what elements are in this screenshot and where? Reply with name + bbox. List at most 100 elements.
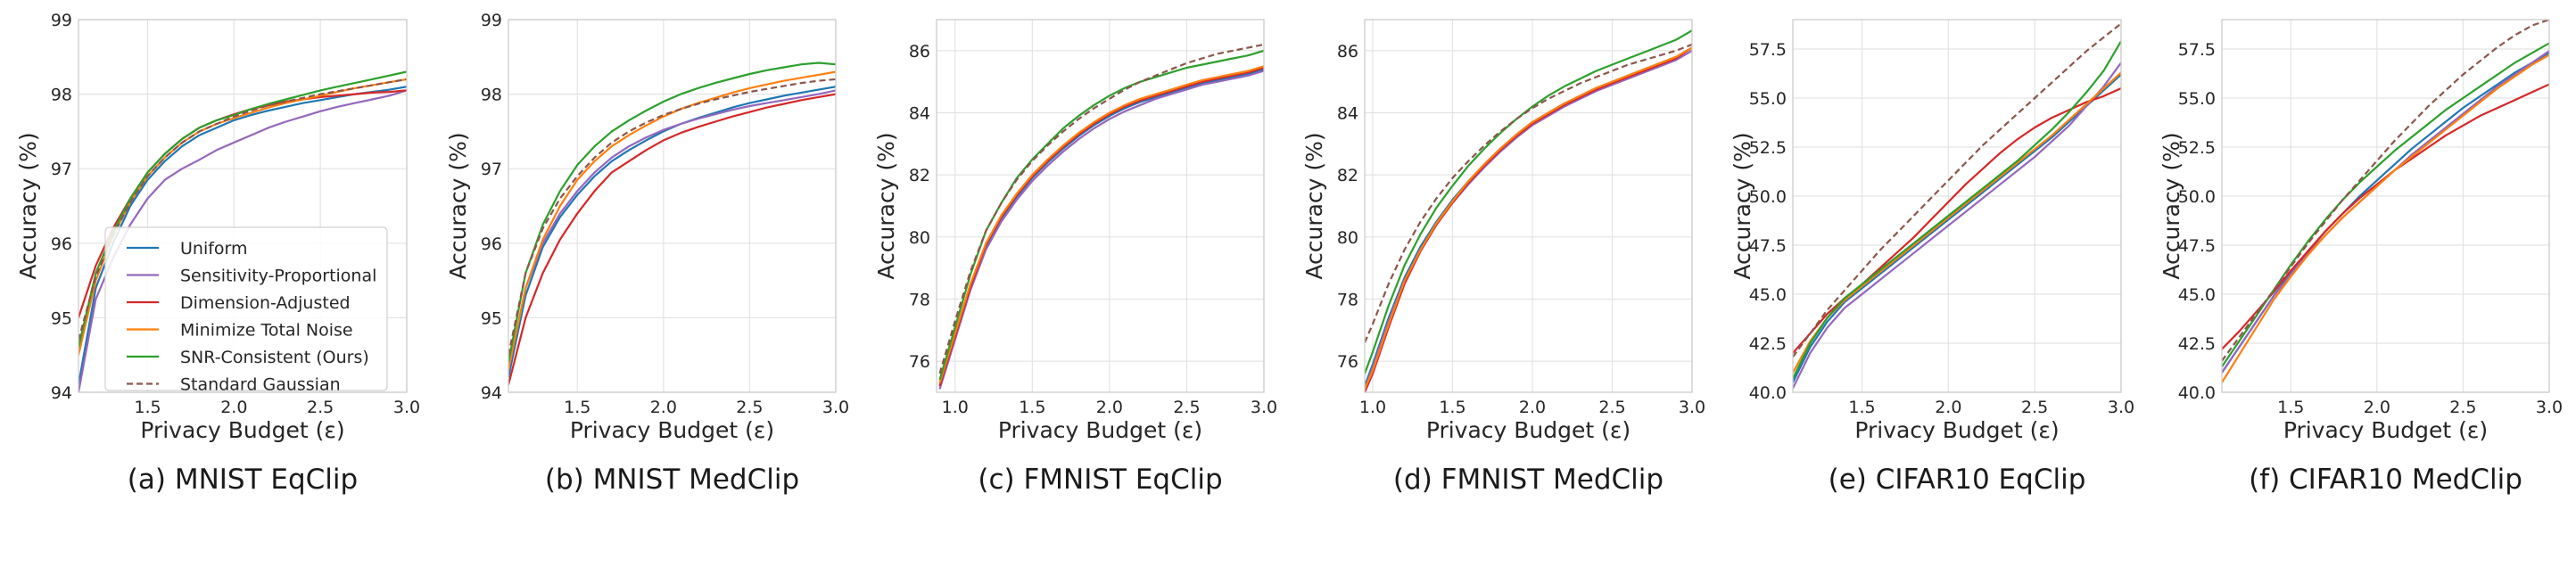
y-axis-label: Accuracy (%) (1301, 132, 1327, 279)
x-tick-label: 2.0 (650, 398, 677, 417)
x-axis-label: Privacy Budget (ε) (1854, 417, 2059, 443)
plot-area (937, 20, 1264, 392)
series-line-sensitivity-proportional (508, 89, 836, 371)
legend-entry: Dimension-Adjusted (180, 293, 351, 313)
series-line-standard-gaussian (1793, 22, 2121, 358)
x-tick-label: 2.5 (1173, 398, 1200, 417)
y-tick-label: 86 (909, 42, 930, 62)
series-line-minimize-total-noise (1793, 71, 2121, 374)
y-tick-label: 97 (51, 160, 72, 179)
y-tick-label: 40.0 (2178, 383, 2216, 403)
y-axis-label: Accuracy (%) (2159, 132, 2184, 279)
x-tick-label: 3.0 (1251, 398, 1277, 417)
x-axis-label: Privacy Budget (ε) (2283, 417, 2488, 443)
y-tick-label: 52.5 (2178, 138, 2216, 158)
chart-panel-3: 76 78 80 82 84 86 1.0 1.5 2.0 2.5 3.0 Privacy Budge… (873, 19, 1277, 496)
series-line-dimension-adjusted (508, 93, 836, 385)
y-tick-label: 76 (909, 352, 930, 372)
series-line-snr-consistent-ours (1793, 40, 2121, 380)
y-tick-label: 95 (481, 308, 502, 328)
y-tick-label: 94 (51, 383, 72, 403)
y-tick-label: 94 (481, 383, 502, 403)
x-tick-label: 2.5 (2021, 398, 2048, 417)
y-tick-label: 42.5 (2178, 334, 2216, 354)
x-tick-label: 3.0 (2536, 398, 2563, 417)
legend-entry: Minimize Total Noise (180, 321, 353, 341)
subfigure-caption: (e) CIFAR10 EqClip (1829, 464, 2086, 496)
y-tick-label: 84 (909, 104, 930, 124)
series-line-standard-gaussian (1365, 43, 1692, 343)
x-tick-label: 1.0 (1359, 398, 1386, 417)
legend-box (104, 226, 388, 391)
x-axis-label: Privacy Budget (ε) (570, 417, 774, 443)
legend-entry: Standard Gaussian (180, 375, 341, 395)
chart-panel-5: 40.0 42.5 45.0 47.5 50.0 52.5 55.0 57.5 1.5 2.0 2.… (1730, 19, 2134, 496)
y-tick-label: 98 (51, 86, 72, 105)
y-tick-label: 47.5 (2178, 236, 2216, 256)
chart-panel-2: 94 95 96 97 98 99 1.5 2.0 2.5 3.0 Privacy Budget (… (445, 11, 849, 496)
plot-frame (936, 19, 1265, 393)
subfigure-caption: (b) MNIST MedClip (545, 464, 799, 496)
series-line-snr-consistent-ours (508, 62, 836, 363)
y-axis-label: Accuracy (%) (873, 132, 899, 279)
x-tick-label: 2.5 (736, 398, 763, 417)
subfigure-caption: (d) FMNIST MedClip (1393, 464, 1664, 496)
plot-frame (508, 19, 837, 393)
x-tick-label: 2.0 (220, 398, 247, 417)
x-tick-label: 1.5 (2277, 398, 2304, 417)
y-tick-label: 99 (481, 11, 502, 30)
chart-panel-6: 40.0 42.5 45.0 47.5 50.0 52.5 55.0 57.5 1.5 2.0 2.… (2159, 19, 2563, 496)
subfigure-caption: (a) MNIST EqClip (128, 464, 358, 496)
y-tick-label: 52.5 (1749, 138, 1787, 158)
legend-entry: Sensitivity-Proportional (180, 267, 376, 286)
plot-frame (78, 19, 408, 393)
y-tick-label: 78 (909, 291, 930, 310)
x-tick-label: 2.0 (2364, 398, 2390, 417)
series-line-sensitivity-proportional (1793, 62, 2121, 390)
series-line-snr-consistent-ours (78, 70, 407, 349)
series-line-dimension-adjusted (1365, 46, 1692, 392)
y-tick-label: 57.5 (2178, 40, 2216, 60)
plot-frame (1364, 19, 1693, 393)
y-tick-label: 78 (1337, 291, 1358, 310)
x-tick-label: 1.5 (1439, 398, 1466, 417)
x-tick-label: 2.5 (2449, 398, 2476, 417)
series-line-standard-gaussian (78, 78, 407, 341)
y-tick-label: 96 (481, 234, 502, 254)
legend-entry: Uniform (180, 239, 248, 259)
y-tick-label: 84 (1337, 104, 1358, 124)
x-axis-label: Privacy Budget (ε) (1426, 417, 1631, 443)
x-tick-label: 2.5 (1598, 398, 1625, 417)
y-tick-label: 95 (51, 308, 72, 328)
subfigure-caption: (f) CIFAR10 MedClip (2249, 464, 2522, 496)
x-tick-label: 3.0 (2108, 398, 2134, 417)
x-tick-label: 1.5 (1019, 398, 1045, 417)
y-tick-label: 42.5 (1749, 334, 1787, 354)
series-line-standard-gaussian (2222, 20, 2549, 362)
x-tick-label: 1.5 (1848, 398, 1875, 417)
series-line-standard-gaussian (938, 43, 1264, 374)
series-line-minimize-total-noise (938, 65, 1264, 383)
plot-area (1365, 20, 1692, 392)
chart-panel-4: 76 78 80 82 84 86 1.0 1.5 2.0 2.5 3.0 Privacy Budge… (1301, 19, 1705, 496)
series-line-sensitivity-proportional (78, 89, 407, 392)
legend: Uniform Sensitivity-Proportional Dimension… (104, 226, 388, 395)
legend-entry: SNR-Consistent (Ours) (180, 348, 369, 367)
y-tick-label: 45.0 (2178, 285, 2216, 305)
x-tick-label: 2.0 (1096, 398, 1123, 417)
y-tick-label: 55.0 (1749, 89, 1787, 109)
y-tick-label: 96 (51, 234, 72, 254)
x-tick-label: 3.0 (393, 398, 420, 417)
x-tick-label: 1.5 (564, 398, 590, 417)
y-tick-label: 45.0 (1749, 285, 1787, 305)
plot-frame (1792, 19, 2122, 393)
x-tick-label: 2.5 (307, 398, 334, 417)
x-tick-label: 2.0 (1519, 398, 1546, 417)
y-tick-label: 76 (1337, 352, 1358, 372)
y-tick-label: 50.0 (1749, 187, 1787, 207)
y-tick-label: 80 (909, 228, 930, 248)
x-axis-label: Privacy Budget (ε) (140, 417, 344, 443)
y-axis-label: Accuracy (%) (1730, 132, 1755, 279)
plot-frame (2221, 19, 2550, 393)
